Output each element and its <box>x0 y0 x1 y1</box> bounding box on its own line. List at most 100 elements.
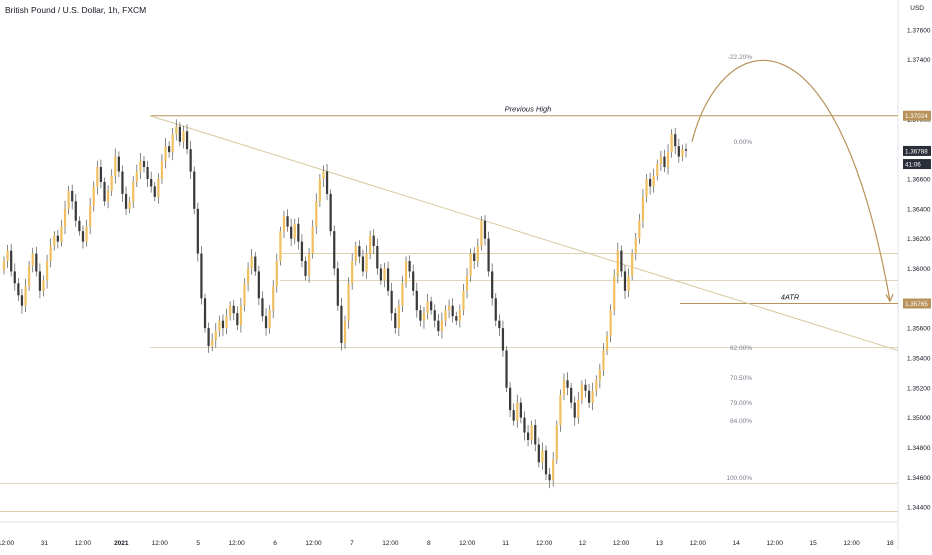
candle-body <box>322 171 325 179</box>
candle-body <box>340 305 343 344</box>
candle-body <box>250 256 253 269</box>
candle-body <box>307 253 311 276</box>
candle-body <box>580 384 584 400</box>
y-tick-label: 1.34400 <box>907 505 931 512</box>
candle-body <box>476 246 479 261</box>
candle-body <box>300 241 304 261</box>
candle-body <box>430 301 433 311</box>
candle-body <box>196 208 199 254</box>
candle-body <box>128 201 131 209</box>
candle-body <box>412 271 415 291</box>
candle-body <box>559 395 562 426</box>
x-tick-label: 14 <box>733 540 741 547</box>
candle-body <box>433 310 436 321</box>
candle-body <box>598 369 601 381</box>
candle-body <box>674 134 677 147</box>
candle-body <box>526 432 530 440</box>
candle-body <box>229 305 232 317</box>
x-tick-label: 11 <box>502 540 509 547</box>
level-label: Previous High <box>505 105 552 114</box>
candle-body <box>218 320 221 332</box>
candle-body <box>681 149 684 157</box>
candle-body <box>304 261 307 276</box>
candle-body <box>634 238 637 254</box>
candle-body <box>178 126 181 142</box>
candle-body <box>336 268 339 306</box>
candle-body <box>286 216 289 227</box>
candle-body <box>347 283 350 321</box>
price-tag-label: 1.37024 <box>905 113 928 120</box>
candle-body <box>591 390 594 403</box>
candle-body <box>200 253 203 299</box>
candle-body <box>35 253 38 272</box>
candle-body <box>99 167 103 182</box>
candle-body <box>92 186 95 206</box>
candle-body <box>24 286 27 306</box>
y-tick-label: 1.37400 <box>907 57 931 64</box>
candle-body <box>282 216 286 232</box>
candle-body <box>516 402 519 421</box>
fib-label: 0.00% <box>734 139 753 146</box>
candle-body <box>351 261 354 284</box>
candle-body <box>390 290 393 314</box>
candle-body <box>203 298 207 329</box>
candle-body <box>225 316 228 329</box>
candle-body <box>444 310 447 321</box>
candle-body <box>656 164 659 176</box>
x-tick-label: 8 <box>427 540 431 547</box>
candle-body <box>623 271 627 291</box>
candle-body <box>677 146 680 157</box>
candle-body <box>150 178 153 187</box>
candle-body <box>343 320 347 344</box>
candle-body <box>268 310 271 329</box>
x-tick-label: 13 <box>656 540 664 547</box>
currency-label: USD <box>910 5 924 12</box>
x-tick-label: 2021 <box>114 540 129 547</box>
candle-body <box>501 328 505 351</box>
candle-body <box>684 149 688 151</box>
y-tick-label: 1.35000 <box>907 415 931 422</box>
trendline <box>149 115 899 351</box>
candle-body <box>573 402 576 418</box>
x-tick-label: 6 <box>273 540 277 547</box>
candle-body <box>257 271 260 299</box>
candle-body <box>114 156 117 176</box>
candle-body <box>146 167 149 179</box>
candle-body <box>207 328 210 347</box>
price-tag <box>903 159 931 170</box>
candle-body <box>185 131 189 150</box>
candle-body <box>548 474 551 481</box>
price-tag <box>903 298 931 309</box>
x-tick-label: 12:00 <box>152 540 169 547</box>
candle-body <box>189 149 192 172</box>
candle-body <box>555 425 558 460</box>
candle-body <box>60 226 63 242</box>
candle-body <box>426 301 429 314</box>
candle-body <box>297 223 300 242</box>
projection-arrowhead <box>885 293 894 303</box>
candle-body <box>142 161 146 168</box>
x-tick-label: 12:00 <box>382 540 399 547</box>
candle-body <box>49 246 52 261</box>
candle-body <box>422 313 426 321</box>
candle-body <box>570 387 573 403</box>
level-label: 4ATR <box>781 293 800 302</box>
candle-body <box>437 320 440 332</box>
candle-body <box>447 305 451 311</box>
candle-body <box>369 235 372 254</box>
price-tag <box>903 110 931 121</box>
candle-body <box>232 305 235 314</box>
candle-body <box>214 331 217 341</box>
candle-body <box>458 310 461 321</box>
y-tick-label: 1.34800 <box>907 445 931 452</box>
candle-body <box>473 253 476 261</box>
candle-body <box>78 220 81 232</box>
candle-body <box>480 220 483 247</box>
x-tick-label: 15 <box>810 540 818 547</box>
candle-body <box>10 250 13 272</box>
candle-body <box>13 271 16 284</box>
chart-title: British Pound / U.S. Dollar, 1h, FXCM <box>5 5 147 15</box>
candle-body <box>537 444 540 463</box>
